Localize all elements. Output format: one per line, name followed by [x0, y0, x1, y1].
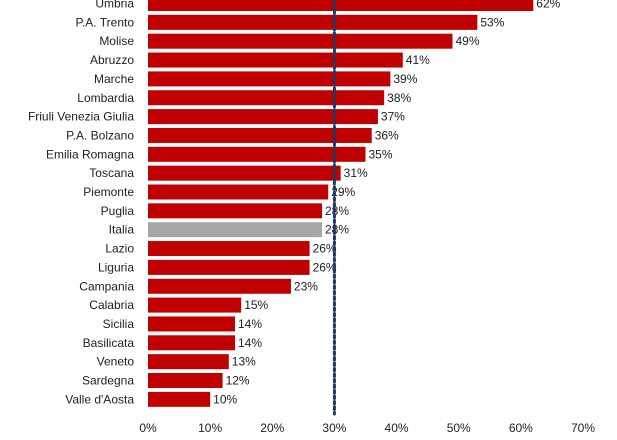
category-label-marche: Marche	[94, 72, 134, 86]
x-tick-label-30: 30%	[322, 421, 346, 435]
category-label-molise: Molise	[99, 34, 134, 48]
category-label-lazio: Lazio	[105, 242, 134, 256]
bar-piemonte	[148, 184, 329, 200]
bar-p-a-trento	[148, 14, 478, 30]
category-label-puglia: Puglia	[101, 204, 135, 218]
value-label-liguria: 26%	[313, 260, 337, 274]
bar-toscana	[148, 165, 341, 181]
value-label-calabria: 15%	[244, 298, 268, 312]
value-label-veneto: 13%	[232, 355, 256, 369]
x-tick-label-60: 60%	[509, 421, 533, 435]
category-label-umbria: Umbria	[95, 0, 134, 11]
bar-liguria	[148, 259, 310, 275]
value-label-umbria: 62%	[536, 0, 560, 11]
x-tick-label-0: 0%	[139, 421, 157, 435]
category-labels: Umbria P.A. Trento Molise Abruzzo Marche Lomb…	[28, 0, 134, 406]
bar-sicilia	[148, 316, 235, 332]
bar-veneto	[148, 354, 229, 370]
bars-group	[148, 0, 534, 407]
value-label-emilia-romagna: 35%	[369, 147, 393, 161]
bar-friuli-venezia-giulia	[148, 109, 378, 125]
value-label-lazio: 26%	[313, 242, 337, 256]
bar-molise	[148, 33, 453, 49]
value-labels: 62% 53%49% 41% 39% 38% 37% 36% 35%31% 29% 28% 28% 2…	[213, 0, 560, 406]
x-tick-label-50: 50%	[447, 421, 471, 435]
x-tick-label-20: 20%	[260, 421, 284, 435]
bar-emilia-romagna	[148, 146, 366, 162]
category-label-friuli-venezia-giulia: Friuli Venezia Giulia	[28, 110, 134, 124]
value-label-valle-d-aosta: 10%	[213, 392, 237, 406]
category-label-toscana: Toscana	[89, 166, 134, 180]
x-tick-label-40: 40%	[385, 421, 409, 435]
bar-marche	[148, 71, 391, 87]
bar-sardegna	[148, 373, 223, 388]
category-label-p-a-trento: P.A. Trento	[76, 15, 135, 29]
category-label-calabria: Calabria	[89, 298, 134, 312]
bar-lazio	[148, 241, 310, 257]
bar-basilicata	[148, 335, 235, 351]
category-label-campania: Campania	[79, 279, 134, 293]
value-label-piemonte: 29%	[331, 185, 355, 199]
bar-italia	[148, 222, 322, 238]
category-label-veneto: Veneto	[97, 355, 135, 369]
category-label-basilicata: Basilicata	[83, 336, 135, 350]
category-label-emilia-romagna: Emilia Romagna	[46, 147, 134, 161]
value-label-friuli-venezia-giulia: 37%	[381, 110, 405, 124]
category-label-italia: Italia	[109, 223, 135, 237]
bar-calabria	[148, 297, 242, 313]
value-label-sardegna: 12%	[226, 374, 250, 388]
value-label-italia: 28%	[325, 223, 349, 237]
category-label-abruzzo: Abruzzo	[90, 53, 134, 67]
x-tick-label-70: 70%	[571, 421, 595, 435]
x-axis-ticks: 0% 10% 20% 30% 40% 50% 60% 70%	[139, 421, 595, 435]
bar-umbria	[148, 0, 534, 11]
value-label-campania: 23%	[294, 279, 318, 293]
value-label-lombardia: 38%	[387, 91, 411, 105]
value-label-basilicata: 14%	[238, 336, 262, 350]
value-label-p-a-bolzano: 36%	[375, 128, 399, 142]
category-label-liguria: Liguria	[98, 260, 134, 274]
category-label-sicilia: Sicilia	[103, 317, 135, 331]
category-label-sardegna: Sardegna	[82, 374, 134, 388]
value-label-sicilia: 14%	[238, 317, 262, 331]
bar-campania	[148, 278, 291, 294]
value-label-puglia: 28%	[325, 204, 349, 218]
category-label-valle-d-aosta: Valle d'Aosta	[65, 392, 134, 406]
x-tick-label-10: 10%	[198, 421, 222, 435]
bar-lombardia	[148, 90, 385, 106]
bar-abruzzo	[148, 52, 403, 68]
category-label-piemonte: Piemonte	[83, 185, 134, 199]
bar-puglia	[148, 203, 322, 219]
value-label-marche: 39%	[393, 72, 417, 86]
bar-valle-d-aosta	[148, 391, 211, 407]
value-label-abruzzo: 41%	[406, 53, 430, 67]
value-label-molise: 49%	[456, 34, 480, 48]
category-label-lombardia: Lombardia	[77, 91, 134, 105]
category-label-p-a-bolzano: P.A. Bolzano	[66, 128, 134, 142]
value-label-p-a-trento: 53%	[480, 15, 504, 29]
bar-p-a-bolzano	[148, 127, 372, 143]
value-label-toscana: 31%	[344, 166, 368, 180]
